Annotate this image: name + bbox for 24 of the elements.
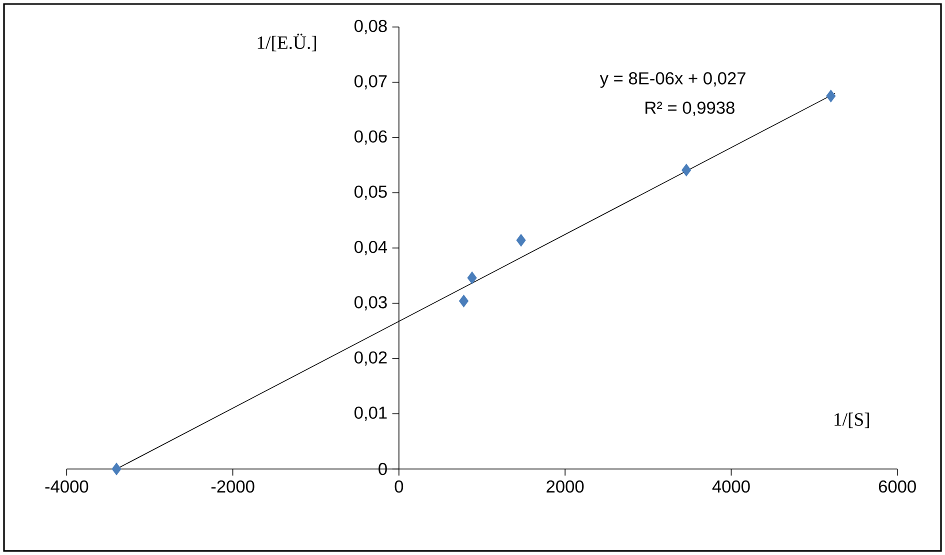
x-tick-label: 6000: [878, 480, 916, 493]
x-tick-label: 4000: [712, 480, 750, 493]
x-axis-title: 1/[S]: [834, 412, 869, 428]
y-axis-title: 1/[E.Ü.]: [258, 34, 316, 52]
y-tick-label: 0,03: [354, 296, 387, 310]
x-tick-label: -4000: [45, 480, 88, 493]
y-tick-label: 0,06: [354, 130, 387, 145]
y-tick-label: 0,02: [354, 351, 387, 366]
point: [467, 272, 477, 284]
point: [516, 234, 526, 247]
annotation: y = 8E-06x + 0,027: [600, 72, 746, 88]
x-tick-label: 2000: [546, 480, 584, 493]
point: [458, 294, 469, 308]
point: [112, 462, 122, 476]
point: [826, 90, 836, 102]
y-tick-label: 0,04: [354, 240, 388, 256]
point: [682, 164, 692, 176]
y-tick-label: 0,07: [354, 75, 387, 90]
y-tick-label: 0,08: [354, 20, 387, 34]
y-tick-label: 0,01: [354, 406, 387, 421]
x-tick-label: 0: [394, 480, 404, 493]
annotation: R² = 0,9938: [646, 102, 734, 116]
x-tick-label: -2000: [211, 480, 254, 493]
y-tick-label: 0,05: [354, 186, 387, 200]
